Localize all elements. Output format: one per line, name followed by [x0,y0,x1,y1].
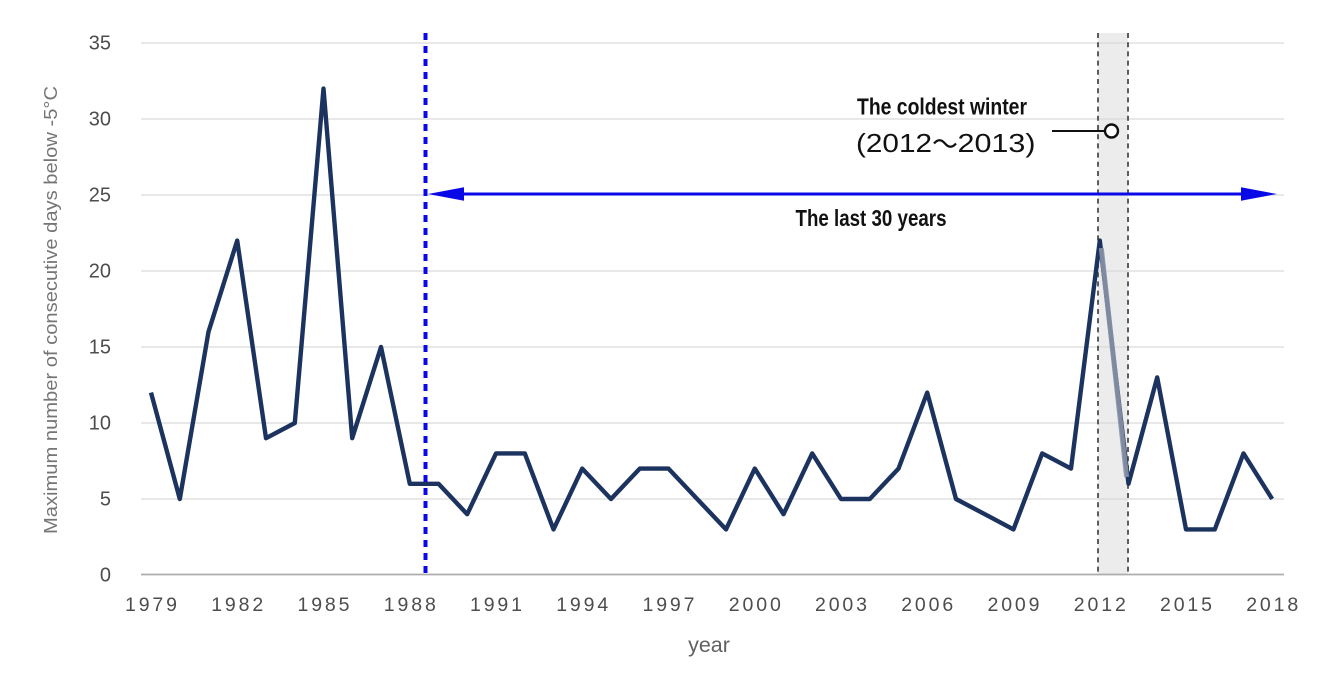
svg-text:Maximum number of consecutive: Maximum number of consecutive days below… [40,86,61,534]
svg-text:25: 25 [89,185,111,207]
svg-text:30: 30 [89,109,111,131]
svg-text:15: 15 [89,337,111,359]
svg-text:The last 30 years: The last 30 years [796,205,947,231]
svg-text:5: 5 [100,489,111,511]
svg-text:The coldest winter: The coldest winter [857,94,1027,120]
svg-text:year: year [688,633,730,657]
svg-text:(2012: (2012 [856,130,932,158]
svg-text:20: 20 [89,261,111,283]
svg-text:10: 10 [89,413,111,435]
svg-text:35: 35 [89,33,111,55]
svg-text:2013): 2013) [958,130,1036,158]
svg-text:0: 0 [100,565,111,587]
